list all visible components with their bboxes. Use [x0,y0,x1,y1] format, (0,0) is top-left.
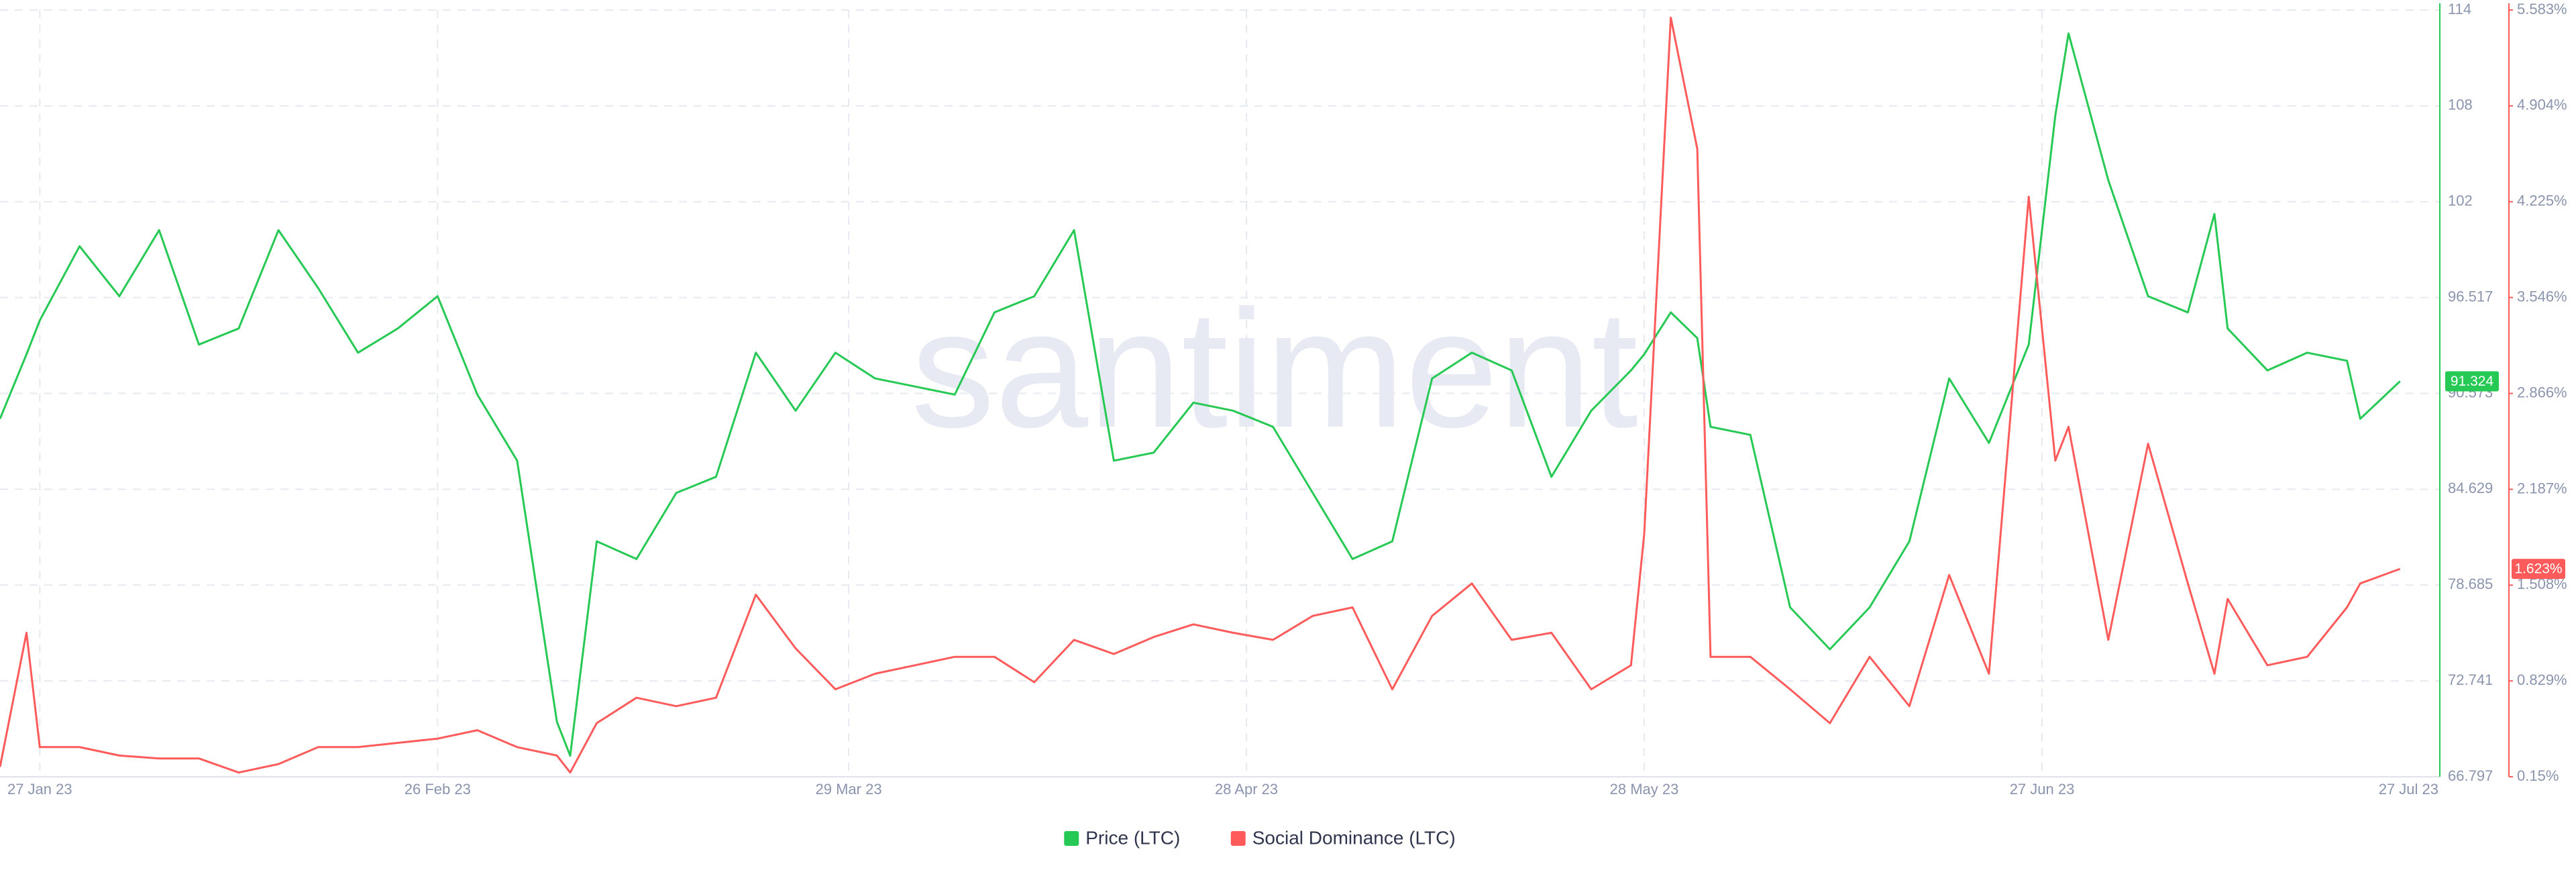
y-tick-label: 66.797 [2448,767,2493,784]
legend-label: Price (LTC) [1085,827,1180,848]
series-line [0,16,2401,774]
legend-swatch [1230,831,1246,846]
x-tick-label: 27 Jun 23 [2010,781,2075,798]
legend-swatch [1064,831,1079,846]
y-tick-label: 78.685 [2448,576,2493,592]
last-value-label: 91.324 [2451,374,2494,389]
last-value-badge [2445,371,2499,392]
x-tick-label: 28 Apr 23 [1215,781,1278,798]
y-tick-label: 96.517 [2448,288,2493,305]
y2-tick-label: 2.866% [2517,384,2567,400]
x-tick-label: 26 Feb 23 [405,781,471,798]
y-tick-label: 108 [2448,97,2473,113]
y2-tick-label: 5.583% [2517,1,2567,17]
y-tick-label: 72.741 [2448,671,2493,688]
y-tick-label: 102 [2448,193,2473,209]
legend-label: Social Dominance (LTC) [1252,827,1456,848]
y-tick-label: 114 [2448,1,2471,17]
series-line [0,32,2401,757]
y2-tick-label: 4.225% [2517,193,2567,209]
y2-tick-label: 0.829% [2517,671,2567,688]
x-tick-label: 29 Mar 23 [816,781,882,798]
y2-tick-label: 0.15% [2517,767,2559,784]
x-tick-label: 27 Jul 23 [2379,781,2438,798]
x-tick-label: 27 Jan 23 [7,781,72,798]
y2-tick-label: 3.546% [2517,288,2567,305]
y2-tick-label: 4.904% [2517,97,2567,113]
last-value-label: 1.623% [2514,561,2562,577]
watermark: santiment [911,275,1638,462]
last-value-badge [2512,559,2565,580]
x-tick-label: 28 May 23 [1610,781,1679,798]
y-tick-label: 84.629 [2448,480,2493,496]
y2-tick-label: 2.187% [2517,480,2567,496]
